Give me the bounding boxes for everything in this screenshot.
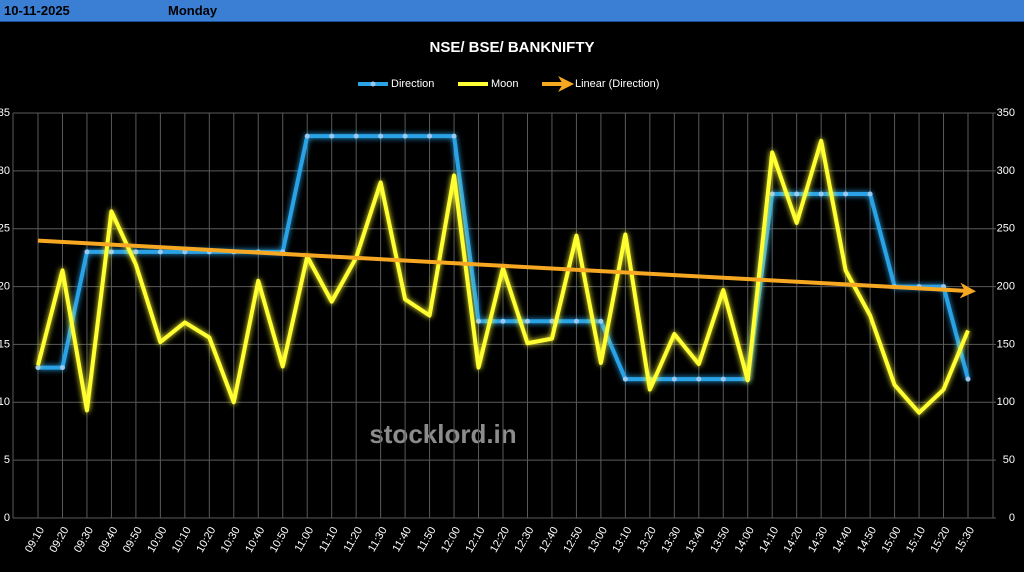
y-tick-label: 5: [4, 454, 10, 466]
x-tick-label: 15:30: [953, 525, 977, 555]
day: Monday: [168, 3, 218, 18]
point: [476, 318, 482, 324]
x-tick-label: 15:00: [880, 525, 904, 555]
y-tick-label: 20: [0, 280, 10, 292]
point: [549, 318, 555, 324]
x-tick-label: 13:20: [635, 525, 659, 555]
trendline: [37, 238, 976, 299]
legend-label: Direction: [391, 78, 434, 90]
point: [598, 318, 604, 324]
x-tick-label: 12:30: [512, 525, 536, 555]
x-tick-label: 09:10: [23, 525, 47, 555]
point: [696, 376, 702, 382]
point: [818, 191, 824, 197]
x-tick-label: 11:20: [342, 525, 366, 554]
header-bar: 10-11-2025 Monday: [0, 0, 1024, 22]
x-tick-label: 09:50: [121, 525, 145, 555]
x-tick-label: 12:40: [537, 525, 561, 555]
point: [59, 365, 65, 371]
x-tick-label: 15:10: [904, 525, 928, 555]
x-tick-label: 14:20: [782, 525, 806, 555]
y-tick-label: 30: [0, 165, 10, 177]
point: [84, 249, 90, 255]
x-tick-label: 11:50: [415, 525, 439, 554]
y2-tick-label: 350: [997, 107, 1015, 119]
y2-tick-label: 0: [1009, 512, 1015, 524]
point: [108, 249, 114, 255]
point: [353, 133, 359, 139]
x-tick-label: 11:30: [366, 525, 390, 554]
legend-label: Linear (Direction): [575, 78, 659, 90]
point: [451, 133, 457, 139]
point: [133, 249, 139, 255]
y2-tick-label: 100: [997, 396, 1015, 408]
point: [769, 191, 775, 197]
x-tick-label: 12:00: [439, 525, 463, 555]
x-tick-label: 14:40: [831, 525, 855, 555]
x-tick-label: 12:50: [561, 525, 585, 555]
x-tick-label: 14:00: [733, 525, 757, 555]
x-tick-label: 12:20: [488, 525, 512, 555]
x-tick-label: 13:00: [586, 525, 610, 555]
point: [378, 133, 384, 139]
x-tick-label: 10:00: [145, 525, 169, 555]
x-tick-label: 13:30: [659, 525, 683, 555]
x-tick-label: 14:10: [757, 525, 781, 555]
x-tick-label: 11:00: [293, 525, 317, 554]
y2-tick-label: 250: [997, 223, 1015, 235]
x-tick-label: 10:50: [268, 525, 292, 555]
x-tick-label: 12:10: [463, 525, 487, 555]
y2-tick-label: 50: [1003, 454, 1015, 466]
legend-label: Moon: [491, 78, 519, 90]
y-tick-label: 0: [4, 512, 10, 524]
point: [35, 365, 41, 371]
x-tick-label: 10:10: [170, 525, 194, 555]
y2-tick-label: 150: [997, 338, 1015, 350]
x-tick-label: 10:20: [194, 525, 218, 555]
point: [573, 318, 579, 324]
x-tick-label: 13:50: [708, 525, 732, 555]
x-tick-label: 10:40: [243, 525, 267, 555]
x-tick-label: 09:40: [96, 525, 120, 555]
y-tick-label: 25: [0, 223, 10, 235]
point: [843, 191, 849, 197]
point: [671, 376, 677, 382]
series-line: [36, 138, 970, 415]
y2-tick-label: 200: [997, 280, 1015, 292]
point: [720, 376, 726, 382]
point: [329, 133, 335, 139]
point: [794, 191, 800, 197]
x-tick-label: 10:30: [219, 525, 243, 555]
y-tick-label: 10: [0, 396, 10, 408]
x-tick-label: 09:20: [47, 525, 71, 555]
point: [622, 376, 628, 382]
chart-title: NSE/ BSE/ BANKNIFTY: [429, 39, 594, 56]
legend: Direction Moon Linear (Direction): [358, 76, 659, 92]
point: [157, 249, 163, 255]
point: [867, 191, 873, 197]
x-tick-label: 15:20: [928, 525, 952, 555]
point: [965, 376, 971, 382]
x-tick-label: 13:10: [610, 525, 634, 555]
point: [500, 318, 506, 324]
x-tick-label: 11:40: [390, 525, 414, 554]
x-tick-label: 14:30: [806, 525, 830, 555]
legend-swatch: [370, 81, 376, 87]
y-tick-label: 15: [0, 338, 10, 350]
y2-tick-label: 300: [997, 165, 1015, 177]
y-tick-label: 35: [0, 107, 10, 119]
point: [427, 133, 433, 139]
date: 10-11-2025: [4, 3, 70, 18]
point: [304, 133, 310, 139]
point: [402, 133, 408, 139]
watermark: stocklord.in: [369, 419, 516, 449]
x-tick-label: 09:30: [72, 525, 96, 555]
x-tick-label: 13:40: [684, 525, 708, 555]
point: [524, 318, 530, 324]
x-tick-label: 11:10: [317, 525, 341, 554]
x-tick-label: 14:50: [855, 525, 879, 555]
